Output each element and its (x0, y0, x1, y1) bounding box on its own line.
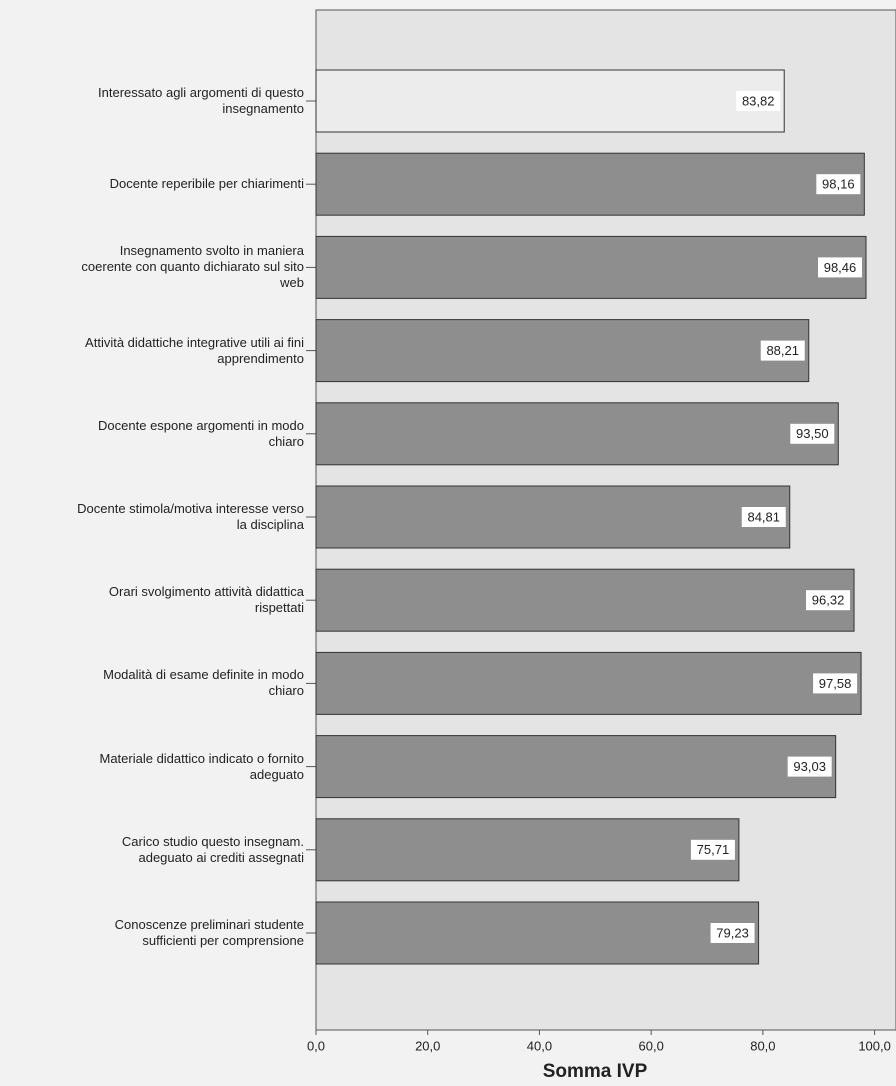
x-tick-label: 20,0 (415, 1038, 440, 1053)
value-label-bg (741, 507, 786, 527)
bar (315, 402, 839, 466)
y-tick-label: Orari svolgimento attività didattica ris… (108, 584, 304, 616)
bar (315, 568, 855, 632)
x-tick-label: 40,0 (527, 1038, 552, 1053)
value-label-bg (690, 839, 735, 860)
value-label: 88,21 (766, 343, 799, 358)
bar (315, 235, 867, 299)
value-label-bg (816, 174, 861, 195)
value-label: 93,50 (796, 426, 829, 441)
bar (315, 485, 791, 549)
y-tick-label: Conoscenze preliminari studente sufficie… (114, 917, 304, 948)
value-label: 98,16 (822, 177, 855, 192)
y-tick-label: Interessato agli argomenti di questo ins… (98, 85, 304, 116)
value-label-bg (806, 590, 851, 611)
x-tick-label: 80,0 (750, 1038, 775, 1053)
bar (315, 901, 760, 965)
y-tick-label: Insegnamento svolto in maniera coerente … (81, 243, 304, 291)
value-label: 96,32 (812, 593, 845, 608)
bar (315, 319, 810, 383)
x-tick-label: 60,0 (639, 1038, 664, 1053)
value-label-bg (710, 923, 755, 943)
value-label: 79,23 (716, 925, 749, 940)
bar (315, 735, 837, 799)
value-label-bg (787, 756, 832, 777)
y-tick-label: Carico studio questo insegnam. adeguato … (121, 833, 304, 865)
value-label-bg (736, 91, 781, 111)
value-label-bg (790, 423, 835, 444)
bar (315, 818, 740, 882)
value-label: 84,81 (747, 509, 780, 524)
bar (315, 651, 862, 715)
value-label: 75,71 (697, 842, 730, 857)
value-label: 97,58 (819, 676, 852, 691)
x-tick-label: 100,0 (858, 1038, 891, 1053)
value-label-bg (817, 257, 862, 278)
value-label: 93,03 (793, 759, 826, 774)
y-tick-label: Attività didattiche integrative utili ai… (85, 334, 304, 366)
x-tick-label: 0,0 (307, 1038, 325, 1053)
bar (315, 69, 785, 133)
y-tick-label: Materiale didattico indicato o fornito a… (99, 750, 304, 782)
value-label: 98,46 (824, 260, 857, 275)
value-label-bg (760, 340, 805, 361)
y-tick-label: Docente espone argomenti in modo chiaro (98, 417, 304, 449)
y-tick-label: Docente reperibile per chiarimenti (109, 176, 304, 192)
y-tick-label: Modalità di esame definite in modo chiar… (103, 667, 304, 699)
bar (315, 152, 865, 216)
value-label-bg (813, 673, 858, 694)
value-label: 83,82 (742, 93, 775, 108)
y-tick-label: Docente stimola/motiva interesse verso l… (77, 501, 304, 532)
x-axis-title: Somma IVP (543, 1061, 648, 1082)
